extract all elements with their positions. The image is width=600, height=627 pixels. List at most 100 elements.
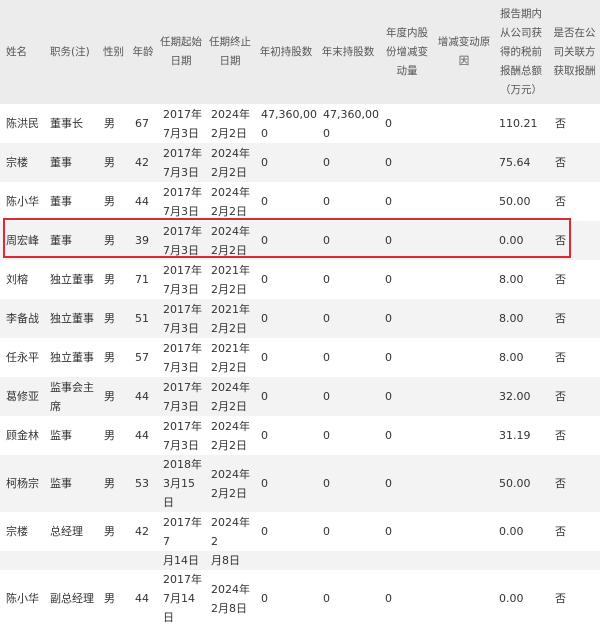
table-cell: 0 <box>385 117 392 130</box>
table-cell: 否 <box>555 312 566 325</box>
table-cell: 0 <box>385 234 392 247</box>
table-row: 李备战 独立董事男 51 2017年7月3日 2021年2月2日 0 0 0 8.00 否 <box>0 299 600 338</box>
table-cell: 2024年2 <box>211 515 250 548</box>
table-cell: 0 <box>385 195 392 208</box>
column-header: 姓名 <box>6 45 27 58</box>
table-cell: 47,360,000 <box>323 107 379 140</box>
table-cell: 42 <box>135 525 149 538</box>
column-header: 年龄 <box>132 45 154 58</box>
table-cell: 月14日 <box>163 554 199 567</box>
table-cell: 2024年2月2日 <box>211 146 250 179</box>
table-cell: 50.00 <box>499 195 531 208</box>
table-cell: 否 <box>555 592 566 605</box>
table-cell: 0 <box>385 351 392 364</box>
table-cell <box>44 551 98 570</box>
column-header: 年末持股数 <box>321 45 375 58</box>
table-cell <box>379 551 435 570</box>
table-cell: 宗楼 <box>6 525 28 538</box>
column-header: 是否在公司关联方获取报酬 <box>553 26 596 77</box>
header-row: 姓名 职务(注) 性别 年龄 任期起始日期 任期终止日期 年初持股数 年末持股数 年度内股份增减… <box>0 0 600 104</box>
table-cell: 0 <box>323 234 330 247</box>
table-cell: 44 <box>135 592 149 605</box>
table-row: 陈小华 董事 男 44 2017年7月3日 2024年2月2日 0 0 0 50.00 否 <box>0 182 600 221</box>
table-cell: 39 <box>135 234 149 247</box>
table-cell: 柯杨宗 <box>6 477 39 490</box>
table-cell: 否 <box>555 525 566 538</box>
table-cell: 董事 <box>50 195 72 208</box>
table-cell: 8.00 <box>499 351 524 364</box>
table-cell: 0 <box>261 477 268 490</box>
table-cell: 31.19 <box>499 429 531 442</box>
table-cell: 2017年7月14日 <box>163 573 202 624</box>
table-cell: 否 <box>555 477 566 490</box>
table-cell <box>435 570 493 627</box>
table-cell: 2021年2月2日 <box>211 263 250 296</box>
table-cell: 0 <box>261 525 268 538</box>
table-cell: 2017年7 <box>163 515 202 548</box>
table-cell: 8.00 <box>499 312 524 325</box>
table-cell <box>98 551 129 570</box>
table-cell: 顾金林 <box>6 429 39 442</box>
table-cell <box>493 551 549 570</box>
table-cell <box>435 338 493 377</box>
table-row: 刘榕 独立董事男 71 2017年7月3日 2021年2月2日 0 0 0 8.00 否 <box>0 260 600 299</box>
table-cell: 0 <box>385 477 392 490</box>
table-cell: 0 <box>385 429 392 442</box>
table-cell: 0 <box>323 477 330 490</box>
table-cell: 0 <box>323 351 330 364</box>
table-cell: 2017年7月3日 <box>163 146 202 179</box>
table-cell: 0 <box>323 156 330 169</box>
table-cell: 0 <box>261 195 268 208</box>
table-cell: 0 <box>385 390 392 403</box>
table-cell <box>435 104 493 143</box>
table-cell: 42 <box>135 156 149 169</box>
column-header: 年初持股数 <box>259 45 313 58</box>
table-cell: 0.00 <box>499 234 524 247</box>
table-cell: 2017年7月3日 <box>163 380 202 413</box>
table-cell: 67 <box>135 117 149 130</box>
table-row: 陈小华 副总经理男 44 2017年7月14日 2024年2月8日 0 0 0 0.00 否 <box>0 570 600 627</box>
table-cell: 月8日 <box>211 554 240 567</box>
table-cell: 0 <box>261 234 268 247</box>
table-cell: 副总经理 <box>50 592 94 605</box>
table-cell: 2021年2月2日 <box>211 341 250 374</box>
table-cell <box>549 551 600 570</box>
table-cell: 监事会主席 <box>50 380 94 413</box>
table-cell: 宗楼 <box>6 156 28 169</box>
table-cell: 陈小华 <box>6 592 39 605</box>
table-row: 陈洪民 董事长 男 67 2017年7月3日 2024年2月2日 47,360,000 47,… <box>0 104 600 143</box>
table-cell <box>435 416 493 455</box>
table-cell: 0 <box>261 592 268 605</box>
column-header: 性别 <box>103 45 124 58</box>
table-cell <box>435 551 493 570</box>
table-row: 宗楼 董事 男 42 2017年7月3日 2024年2月2日 0 0 0 75.64 否 <box>0 143 600 182</box>
table-cell: 总经理 <box>50 525 83 538</box>
column-header: 任期终止日期 <box>209 36 251 67</box>
table-cell <box>435 143 493 182</box>
table-cell: 0 <box>323 390 330 403</box>
table-cell: 0 <box>261 273 268 286</box>
table-cell: 男 <box>104 592 115 605</box>
column-header: 任期起始日期 <box>160 36 202 67</box>
table-cell: 刘榕 <box>6 273 28 286</box>
column-header: 职务(注) <box>50 45 90 58</box>
table-cell: 0 <box>385 156 392 169</box>
table-cell: 否 <box>555 429 566 442</box>
table-cell: 8.00 <box>499 273 524 286</box>
table-cell: 李备战 <box>6 312 39 325</box>
table-cell: 独立董事 <box>50 273 94 286</box>
table-cell: 2017年7月3日 <box>163 263 202 296</box>
table-cell: 否 <box>555 390 566 403</box>
table-cell: 任永平 <box>6 351 39 364</box>
table-cell: 0 <box>261 351 268 364</box>
table-cell: 2024年2月2日 <box>211 380 250 413</box>
table-cell: 男 <box>104 312 115 325</box>
table-cell: 2021年2月2日 <box>211 302 250 335</box>
table-cell: 男 <box>104 525 115 538</box>
table-cell: 独立董事 <box>50 351 94 364</box>
table-row: 柯杨宗 监事 男 53 2018年3月15日 2024年2月2日 0 0 0 50.00 否 <box>0 455 600 512</box>
table-cell <box>317 551 379 570</box>
table-cell <box>435 377 493 416</box>
table-cell: 董事 <box>50 234 72 247</box>
